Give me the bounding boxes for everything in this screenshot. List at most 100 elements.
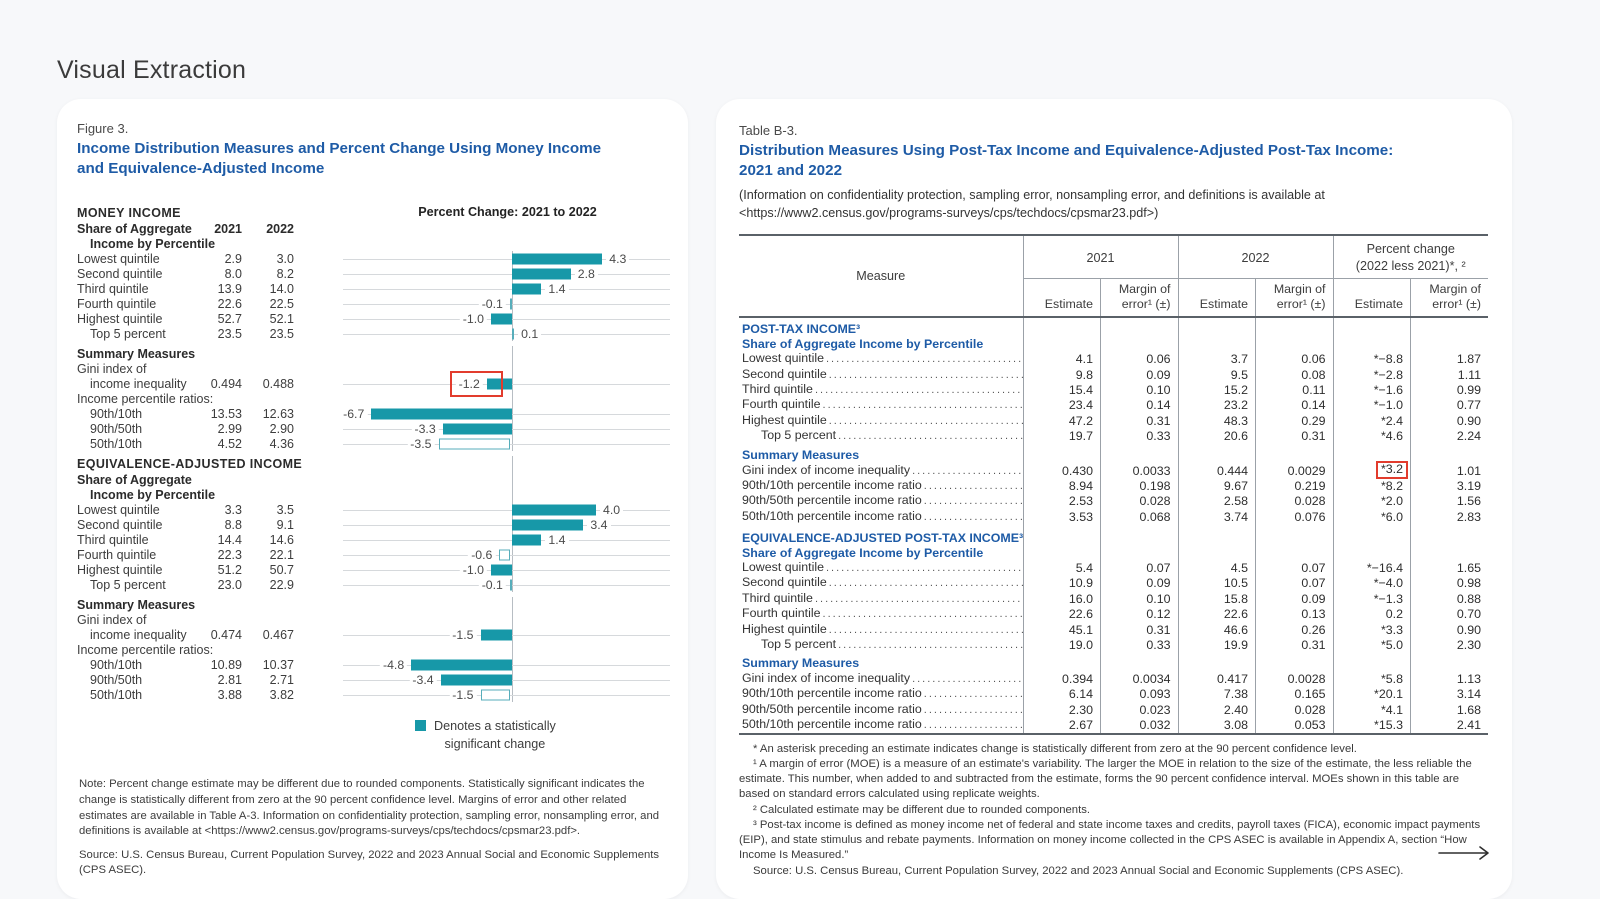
measure-label: 90th/50th percentile income ratio (742, 701, 922, 716)
value-cell: 1.01 (1410, 462, 1488, 478)
empty-cell (1177, 652, 1256, 671)
measure-label: Top 5 percent (761, 428, 837, 443)
value-cell: 0.0028 (1255, 670, 1333, 687)
value-cell: 0.076 (1255, 508, 1333, 525)
section-title-cell: Summary Measures (742, 656, 860, 671)
chart-cell: 4.3 (343, 251, 670, 267)
value-cell: 0.028 (1100, 493, 1178, 509)
measure-label: Highest quintile (742, 412, 827, 427)
measure-cell: Third quintile (739, 591, 1023, 606)
value-2021: 51.2 (217, 562, 242, 577)
next-arrow-icon[interactable] (1438, 845, 1490, 861)
figure-row: MONEY INCOME (77, 205, 670, 221)
value-2021: 8.8 (224, 517, 242, 532)
figure-row: Gini index of (77, 612, 670, 628)
measure-label-wrap: Highest quintile (739, 413, 1023, 428)
figure-row: 50th/10th 4.52 4.36 -3.5 (77, 436, 670, 452)
value-cell: 0.29 (1255, 412, 1333, 429)
table-row: 90th/50th percentile income ratio2.300.0… (739, 701, 1488, 718)
value-cell: *20.1 (1332, 686, 1411, 702)
value-2021: 22.6 (217, 296, 242, 311)
measure-cell: 90th/50th percentile income ratio (739, 493, 1023, 508)
figure-label: Figure 3. (77, 121, 129, 136)
empty-cell (1177, 545, 1256, 561)
value-cell: 0.14 (1100, 397, 1178, 413)
measure-label-wrap: 90th/10th percentile income ratio (739, 686, 1023, 701)
value-2022: 0.488 (262, 376, 294, 391)
value-cell: 0.219 (1255, 478, 1333, 494)
measure-cell: 90th/50th percentile income ratio (739, 702, 1023, 717)
value-cell: 0.31 (1100, 621, 1178, 638)
bar (512, 328, 514, 340)
table-row: Share of Aggregate Income by Percentile (739, 336, 1488, 352)
figure-row-label: 90th/10th (90, 406, 143, 421)
value-cell: 0.068 (1100, 508, 1178, 525)
value-2021: 13.9 (217, 281, 242, 296)
measure-cell: 90th/10th percentile income ratio (739, 686, 1023, 701)
footnote: Source: U.S. Census Bureau, Current Popu… (753, 864, 1404, 877)
value-cell: 2.40 (1177, 701, 1256, 718)
measure-cell: Lowest quintile (739, 351, 1023, 366)
value-cell: 2.58 (1177, 493, 1256, 509)
bar (512, 519, 584, 531)
value-cell: 7.38 (1177, 686, 1256, 702)
figure-row-label: Fourth quintile (77, 547, 157, 562)
bar-value-label: -0.6 (468, 547, 496, 562)
value-2022: 10.37 (262, 657, 294, 672)
bar (438, 438, 510, 450)
measure-cell: 90th/10th percentile income ratio (739, 478, 1023, 493)
dot-leader (924, 703, 1023, 717)
value-cell: 22.6 (1177, 606, 1256, 622)
value-cell: 0.032 (1100, 717, 1178, 734)
figure-row-label: income inequality (90, 376, 187, 391)
value-cell: 46.6 (1177, 621, 1256, 638)
bar (499, 549, 510, 561)
dot-leader (924, 510, 1023, 524)
empty-cell (1332, 317, 1411, 337)
value-2022: 50.7 (269, 562, 294, 577)
value-cell: *8.2 (1332, 478, 1411, 494)
value-cell: 2.24 (1410, 428, 1488, 444)
figure-row-label: Share of Aggregate (77, 472, 192, 487)
bar-value-label: 2.8 (574, 266, 598, 281)
figure-row-label: Income by Percentile (90, 236, 216, 251)
measure-label-wrap: Gini index of income inequality (739, 671, 1023, 686)
figure-row-label: Third quintile (77, 532, 149, 547)
empty-cell (1022, 524, 1101, 546)
bar-value-label: -3.5 (407, 436, 435, 451)
empty-cell (1022, 652, 1101, 671)
value-cell: 0.14 (1255, 397, 1333, 413)
value-cell: 0.2 (1332, 606, 1411, 622)
measure-cell: Highest quintile (739, 622, 1023, 637)
measure-label-wrap: 50th/10th percentile income ratio (739, 717, 1023, 732)
bar-value-label: 1.4 (545, 532, 569, 547)
value-cell: 0.09 (1255, 590, 1333, 607)
figure-source: Source: U.S. Census Bureau, Current Popu… (79, 848, 660, 877)
bar-value-label: -3.3 (411, 421, 439, 436)
figure-row-label: Second quintile (77, 266, 163, 281)
value-cell: *−1.6 (1332, 381, 1411, 398)
value-cell: 9.5 (1177, 366, 1256, 382)
value-2022: 4.36 (269, 436, 294, 451)
empty-cell (1177, 524, 1256, 546)
figure-row-label: Highest quintile (77, 562, 163, 577)
value-2022: 12.63 (262, 406, 294, 421)
empty-cell (1177, 317, 1256, 337)
measure-label: Fourth quintile (742, 397, 821, 412)
table-row: Share of Aggregate Income by Percentile (739, 545, 1488, 561)
figure-row: Lowest quintile 3.3 3.5 4.0 (77, 502, 670, 518)
table-title: Distribution Measures Using Post-Tax Inc… (739, 142, 1394, 180)
value-cell: 0.10 (1100, 381, 1178, 398)
value-cell: 3.19 (1410, 478, 1488, 494)
bar-value-label: -1.0 (459, 562, 487, 577)
section-title-cell: Share of Aggregate Income by Percentile (742, 336, 984, 351)
measure-label: 90th/10th percentile income ratio (742, 686, 922, 701)
measure-cell: Highest quintile (739, 413, 1023, 428)
chart-cell (343, 487, 670, 503)
value-cell: 0.417 (1177, 670, 1256, 687)
measure-label: Second quintile (742, 575, 827, 590)
figure-rows: MONEY INCOME Share of Aggregate 2021 2022 In… (77, 205, 670, 703)
